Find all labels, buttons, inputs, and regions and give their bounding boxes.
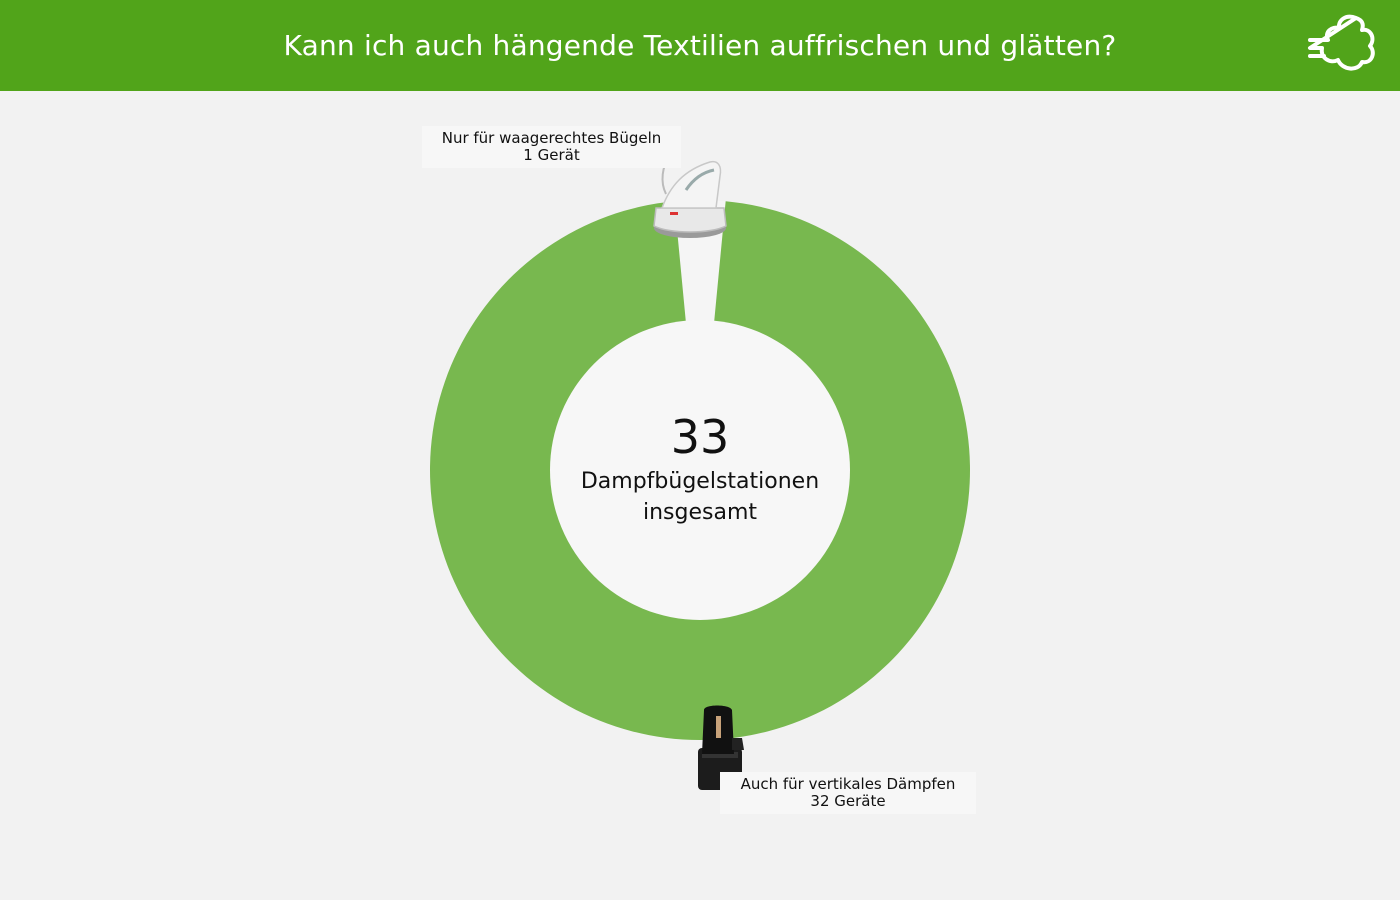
- slice-name: Auch für vertikales Dämpfen: [740, 775, 956, 793]
- total-label: Dampfbügelstationen insgesamt: [580, 469, 820, 525]
- donut-hole: [550, 320, 850, 620]
- slice-label-vertical: Auch für vertikales Dämpfen 32 Geräte: [720, 772, 976, 814]
- slice-name: Nur für waagerechtes Bügeln: [441, 129, 662, 147]
- page-title: Kann ich auch hängende Textilien auffris…: [283, 29, 1117, 62]
- slice-label-horizontal: Nur für waagerechtes Bügeln 1 Gerät: [422, 126, 681, 168]
- header-bar: Kann ich auch hängende Textilien auffris…: [0, 0, 1400, 91]
- steam-cloud-icon: [1308, 14, 1375, 71]
- slice-value: 32 Geräte: [810, 792, 886, 810]
- total-count: 33: [670, 410, 730, 464]
- slice-value: 1 Gerät: [523, 146, 580, 164]
- steam-iron-white-icon: [653, 155, 727, 238]
